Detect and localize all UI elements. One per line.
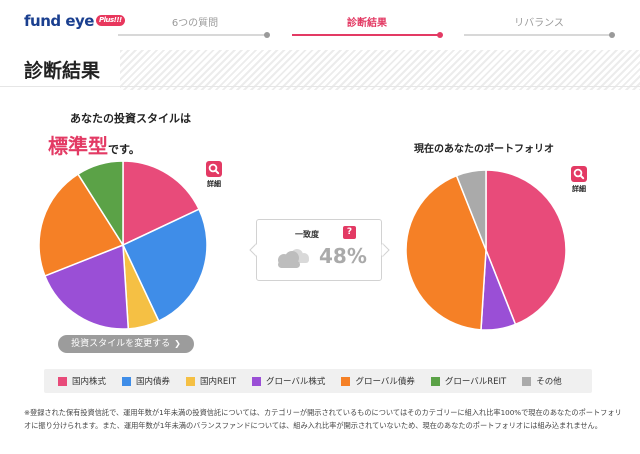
- portfolio-pie-chart: [405, 169, 567, 331]
- step-dot-diagnosis: [437, 32, 443, 38]
- legend-item: 国内株式: [58, 375, 106, 387]
- step-line-rebalance: [464, 34, 614, 36]
- pie-slice-7: [455, 169, 487, 251]
- pie-slice-2: [122, 208, 208, 323]
- change-style-label: 投資スタイルを変更する: [71, 339, 171, 349]
- app-header: fund eye Plus!!! 6つの質問 診断結果 リバランス: [0, 0, 640, 44]
- legend-label: 国内株式: [72, 377, 107, 387]
- match-rate-panel: 一致度 ? 48%: [249, 219, 390, 281]
- step-questions: 6つの質問: [171, 18, 219, 29]
- legend-swatch: [341, 376, 351, 386]
- legend-label: グローバルREIT: [444, 377, 507, 387]
- pie-slice-6: [76, 160, 124, 248]
- logo-plus-badge: Plus!!!: [95, 15, 125, 26]
- step-rebalance: リバランス: [514, 18, 564, 29]
- portfolio-title: 現在のあなたのポートフォリオ: [414, 144, 554, 155]
- page-title: 診断結果: [24, 60, 101, 82]
- match-rate-value: 48%: [319, 244, 367, 268]
- legend-item: グローバル株式: [252, 375, 325, 387]
- title-band: 診断結果: [0, 50, 640, 90]
- chevron-right-icon: ❯: [174, 339, 181, 348]
- help-icon[interactable]: ?: [343, 226, 356, 239]
- investment-style-name: 標準型: [48, 134, 108, 158]
- legend-swatch: [252, 376, 262, 386]
- style-detail-label: 詳細: [207, 180, 221, 188]
- legend-swatch: [430, 376, 440, 386]
- fundeye-logo[interactable]: fund eye Plus!!!: [24, 12, 125, 30]
- match-rate-label: 一致度: [295, 230, 319, 239]
- footnote: ※登録された保有投資信託で、運用年数が1年未満の投資信託については、カテゴリーが…: [24, 408, 622, 430]
- legend-swatch: [122, 376, 132, 386]
- pie-slice-5: [38, 173, 125, 277]
- step-diagnosis-result: 診断結果: [347, 18, 387, 29]
- style-detail-button[interactable]: 詳細: [201, 161, 227, 189]
- cloud-weather-icon: [278, 249, 309, 268]
- investment-style-result: 標準型です。: [48, 130, 140, 159]
- legend-swatch: [58, 376, 67, 386]
- step-line-diagnosis: [292, 34, 442, 36]
- legend-label: その他: [536, 377, 562, 387]
- title-box: [0, 50, 120, 90]
- search-icon: [571, 166, 587, 182]
- step-dot-rebalance: [609, 32, 615, 38]
- legend-item: その他: [522, 375, 562, 387]
- legend-label: グローバル株式: [266, 377, 326, 387]
- investment-style-intro: あなたの投資スタイルは: [70, 112, 191, 125]
- portfolio-detail-label: 詳細: [572, 185, 586, 193]
- step-dot-questions: [264, 32, 270, 38]
- investment-style-suffix: です。: [108, 143, 140, 156]
- logo-text: fund eye: [24, 12, 94, 30]
- chart-legend: 国内株式 国内債券 国内REIT グローバル株式 グローバル債券 グローバルRE…: [44, 369, 592, 393]
- legend-label: 国内債券: [136, 377, 171, 387]
- step-line-questions: [118, 34, 268, 36]
- pie-slice-1: [122, 160, 201, 247]
- legend-label: グローバル債券: [355, 377, 415, 387]
- portfolio-detail-button[interactable]: 詳細: [566, 166, 592, 194]
- legend-item: 国内REIT: [186, 375, 236, 387]
- style-pie-chart: [38, 160, 208, 330]
- legend-label: 国内REIT: [200, 377, 237, 387]
- pie-slice-5: [405, 174, 487, 331]
- change-style-button[interactable]: 投資スタイルを変更する ❯: [58, 335, 194, 353]
- legend-item: グローバルREIT: [430, 375, 507, 387]
- legend-swatch: [186, 376, 196, 386]
- legend-item: グローバル債券: [341, 375, 415, 387]
- match-panel-arrows: [249, 242, 390, 258]
- pie-slice-1: [485, 169, 567, 326]
- pie-slice-4: [43, 243, 130, 330]
- legend-swatch: [522, 376, 532, 386]
- search-icon: [206, 161, 222, 177]
- legend-item: 国内債券: [122, 375, 170, 387]
- title-divider: [0, 86, 640, 87]
